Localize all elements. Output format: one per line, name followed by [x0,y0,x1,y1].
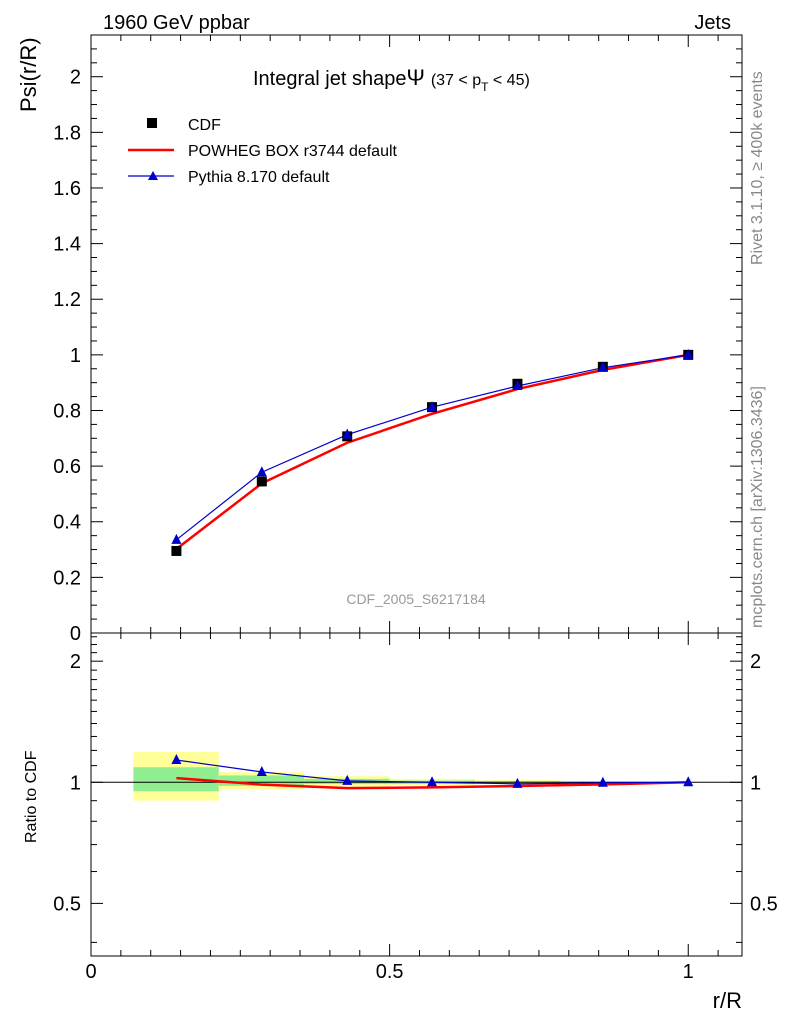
ratio-series-layer [171,754,694,790]
x-tick-label: 1 [683,961,694,983]
legend-marker-pythia [148,171,158,180]
chart-title-range-end: < 45) [488,72,529,89]
main-series-layer [171,348,694,556]
ratio-point-pythia [427,776,438,787]
data-point-pythia [256,466,267,477]
chart-title-range-sub: T [481,80,489,94]
analysis-label: CDF_2005_S6217184 [346,591,486,607]
process-label: Jets [694,12,731,34]
ratio-point-pythia [597,776,608,787]
ratio-point-pythia [342,774,353,785]
x-tick-label: 0.5 [376,961,404,983]
ratio-y-tick-label-right: 1 [750,772,761,794]
ratio-y-tick-label-right: 0.5 [750,893,778,915]
mcplots-label: mcplots.cern.ch [arXiv:1306.3436] [749,386,766,628]
ratio-point-pythia [171,754,182,765]
legend-label-powheg: POWHEG BOX r3744 default [188,143,398,160]
main-y-tick-label: 0 [70,623,81,645]
ratio-frame [90,632,743,957]
main-y-tick-label: 0.8 [53,400,81,422]
ratio-point-pythia [683,776,694,787]
legend: CDF POWHEG BOX r3744 default Pythia 8.17… [128,117,398,186]
data-point-pythia [171,533,182,544]
main-y-tick-label: 1 [70,345,81,367]
ratio-point-pythia [512,777,523,788]
main-panel: 0 0.2 0.4 0.6 0.8 1 1.2 1.4 1.6 1.8 2 Psi(r/R) Int… [16,34,743,645]
main-y-tick-label: 1.6 [53,178,81,200]
main-y-tick-label: 2 [70,67,81,89]
energy-label: 1960 GeV ppbar [103,12,250,34]
legend-label-pythia: Pythia 8.170 default [188,169,330,186]
ratio-band-inner [218,775,305,786]
chart-title-range: (37 < p [431,72,481,89]
ratio-y-tick-label-right: 2 [750,651,761,673]
series-line-pythia [176,354,689,541]
ratio-y-tick-label: 2 [70,651,81,673]
x-tick-label: 0 [85,961,96,983]
ratio-y-tick-label: 1 [70,772,81,794]
data-point-cdf [256,476,267,487]
chart-title: Integral jet shapeΨ (37 < pT < 45) [253,65,530,94]
data-point-pythia [683,348,694,359]
legend-label-cdf: CDF [188,117,221,134]
data-point-pythia [597,361,608,372]
ratio-y-axis-label: Ratio to CDF [23,750,40,843]
rivet-label: Rivet 3.1.10, ≥ 400k events [749,71,766,265]
data-point-pythia [427,401,438,412]
series-line-powheg [175,353,689,550]
data-point-pythia [342,428,353,439]
ratio-y-tick-labels: 0.5 0.5 1 1 2 2 [53,651,778,915]
ratio-x-tick-labels: 0 0.5 1 [85,961,693,983]
x-axis-label: r/R [713,988,742,1013]
main-y-tick-label: 0.4 [53,512,81,534]
ratio-axis-ticks [90,633,742,956]
legend-marker-cdf [147,118,157,128]
main-y-tick-label: 0.6 [53,456,81,478]
data-point-cdf [171,545,182,556]
main-y-tick-label: 1.2 [53,289,81,311]
ratio-point-pythia [256,765,267,776]
main-y-axis-label: Psi(r/R) [16,37,41,112]
main-y-tick-label: 0.2 [53,567,81,589]
ratio-y-tick-label: 0.5 [53,893,81,915]
chart-title-symbol: Ψ [406,65,424,90]
main-axis-ticks [90,34,742,634]
ratio-error-bands [133,751,646,801]
main-y-tick-labels: 0 0.2 0.4 0.6 0.8 1 1.2 1.4 1.6 1.8 2 [53,67,81,645]
data-point-pythia [512,380,523,391]
main-y-tick-label: 1.4 [53,234,81,256]
ratio-panel: 0.5 0.51 12 2 0 0.5 1 Ratio to CDF r/R [23,632,778,1013]
main-y-tick-label: 1.8 [53,122,81,144]
chart-title-text: Integral jet shape [253,68,406,90]
